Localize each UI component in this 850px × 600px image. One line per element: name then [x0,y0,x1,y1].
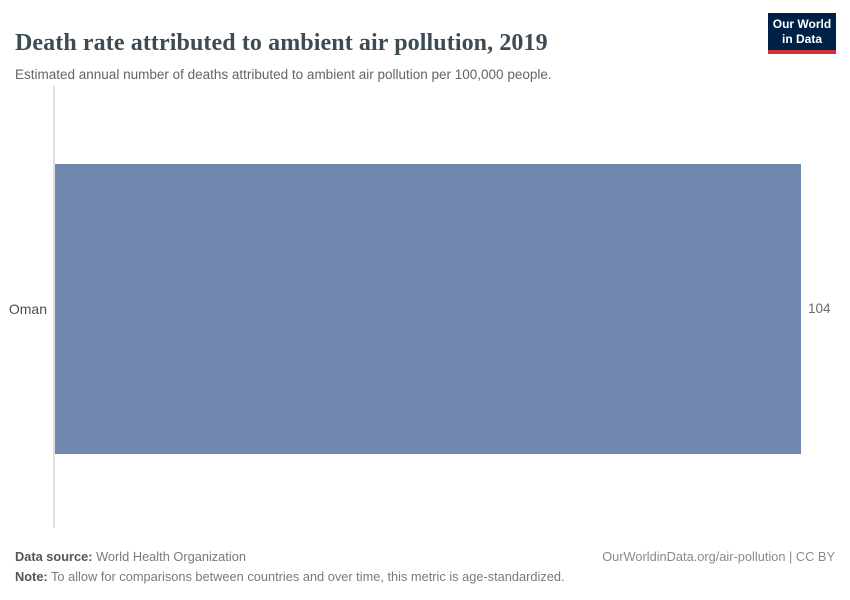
note-label: Note: [15,569,48,584]
entity-label-oman[interactable]: Oman [8,301,47,317]
footer-citation-link[interactable]: OurWorldinData.org/air-pollution | CC BY [602,549,835,564]
chart-subtitle: Estimated annual number of deaths attrib… [15,66,552,82]
page-title: Death rate attributed to ambient air pol… [15,30,548,57]
value-label-oman: 104 [808,301,831,316]
owid-logo-line1: Our World [772,16,832,31]
note-value: To allow for comparisons between countri… [47,569,565,584]
bar-oman[interactable] [55,164,801,454]
data-source-value: World Health Organization [92,549,246,564]
data-source-label: Data source: [15,549,93,564]
y-axis-line [53,86,55,528]
owid-logo-line2: in Data [781,31,822,46]
footer-note: Note: To allow for comparisons between c… [15,569,565,584]
owid-logo[interactable]: Our World in Data [768,13,836,54]
owid-logo-text: Our World in Data [773,17,831,47]
footer-data-source: Data source: World Health Organization [15,549,246,564]
